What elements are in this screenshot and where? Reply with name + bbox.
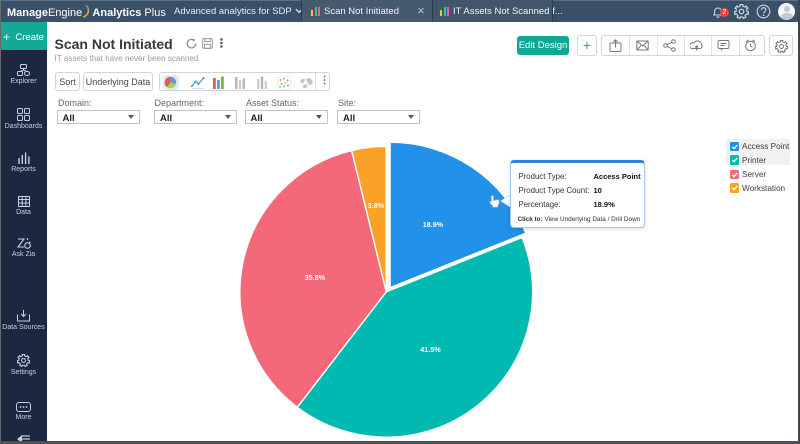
svg-text:3.8%: 3.8% [368, 201, 385, 210]
svg-text:35.8%: 35.8% [305, 273, 326, 282]
svg-text:18.9%: 18.9% [423, 220, 444, 229]
svg-text:41.5%: 41.5% [420, 345, 441, 354]
